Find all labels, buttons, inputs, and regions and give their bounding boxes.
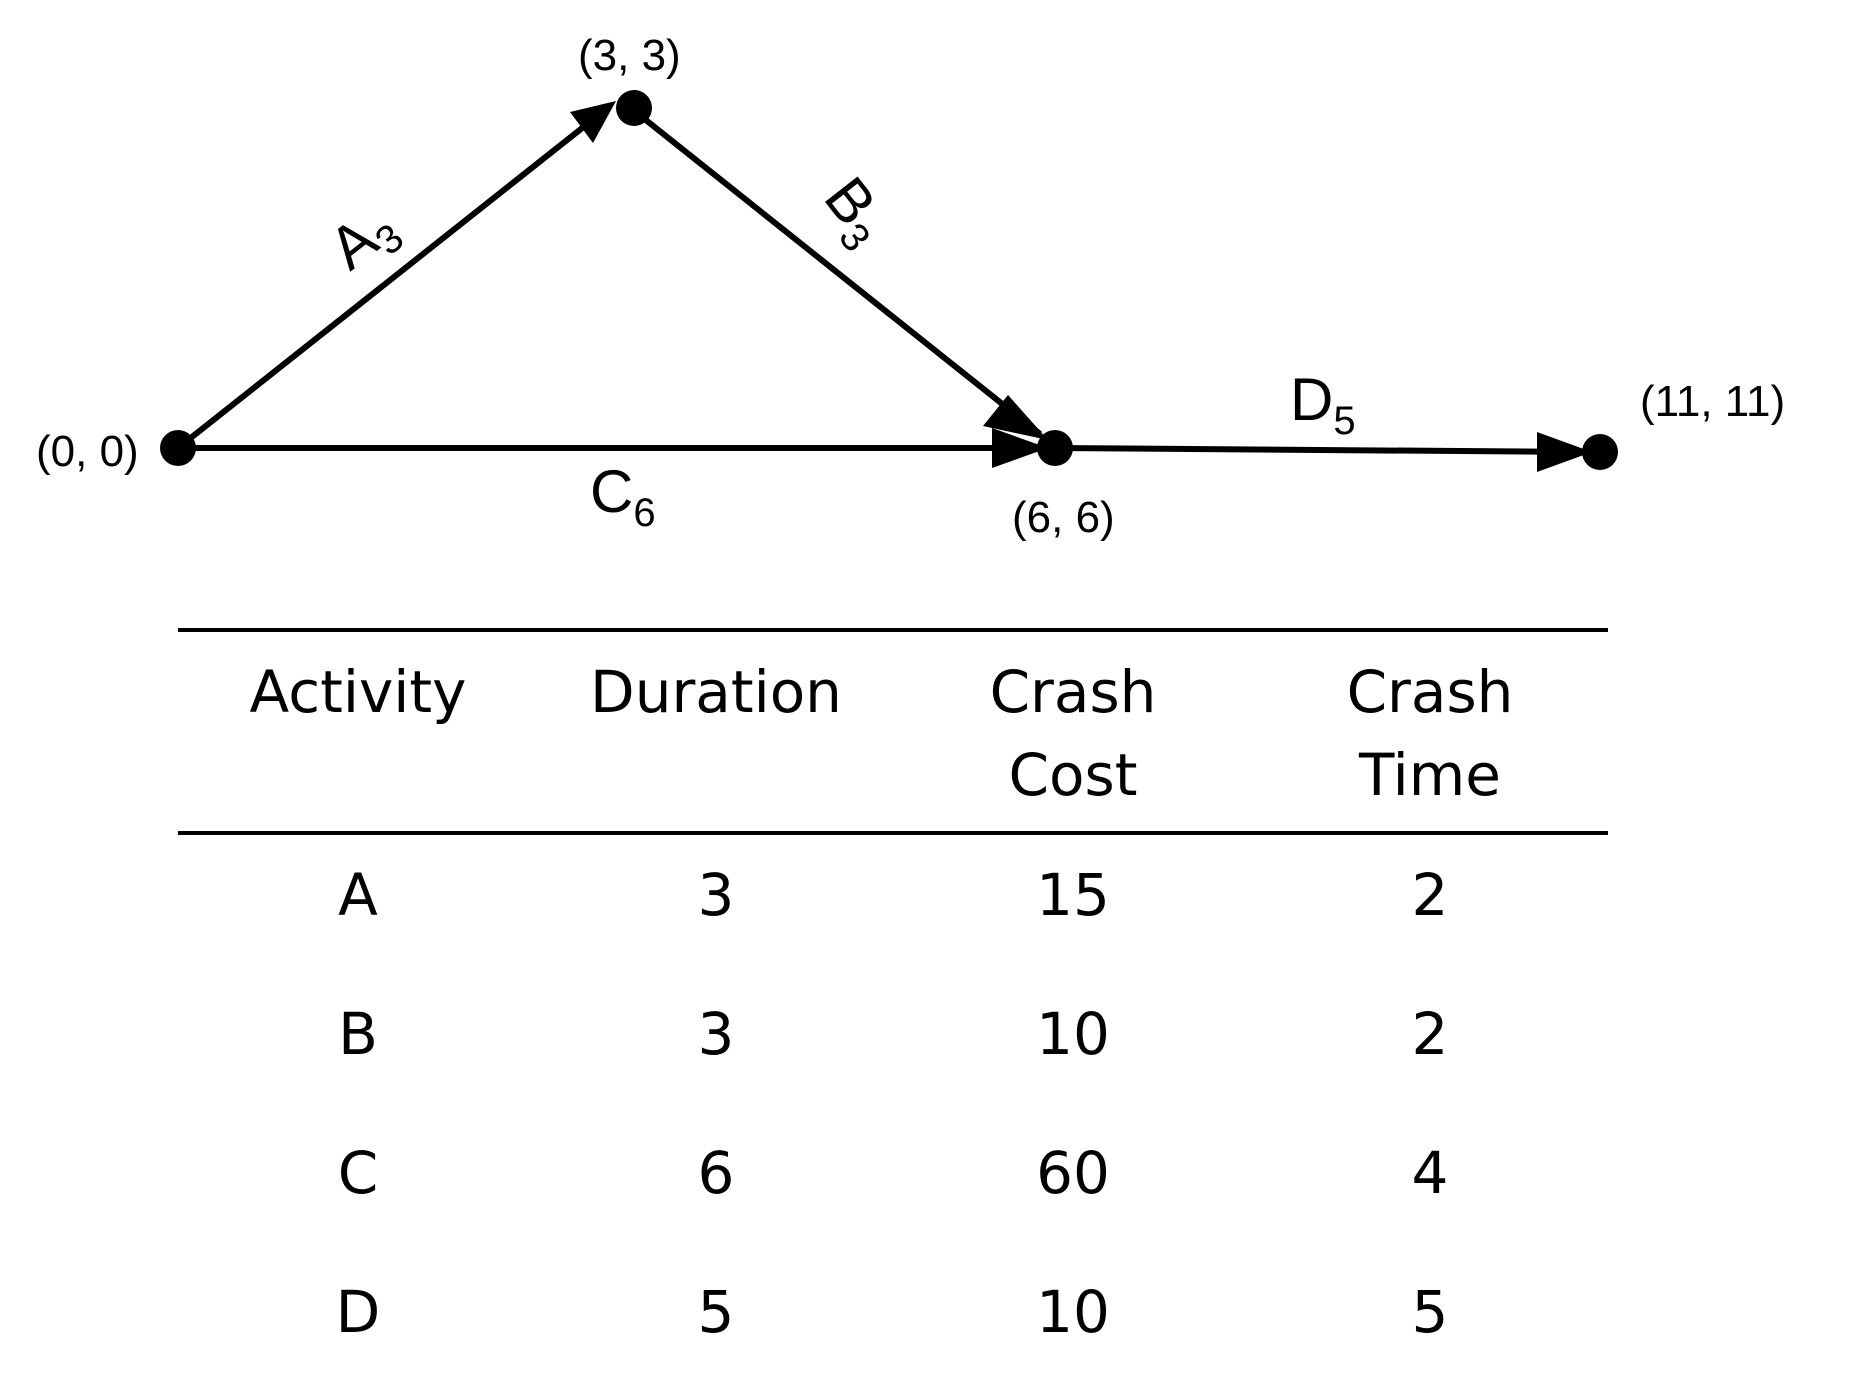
cell-activity: D: [336, 1278, 381, 1346]
header-crash-cost-line1: Crash: [990, 658, 1157, 726]
edge-d-arrow: [1054, 445, 1591, 455]
cell-duration: 6: [698, 1139, 735, 1207]
cell-duration: 5: [698, 1278, 735, 1346]
cell-duration: 3: [698, 1000, 735, 1068]
edges: [176, 101, 1592, 472]
node-circle-3-3: [616, 90, 652, 126]
table-header: Activity Duration Crash Cost Crash Time: [250, 658, 1514, 809]
node-label-6-6: (6, 6): [1012, 493, 1115, 542]
table-row: D 5 10 5: [336, 1278, 1449, 1346]
cell-crash-time: 4: [1412, 1139, 1449, 1207]
cell-crash-cost: 60: [1036, 1139, 1110, 1207]
edge-label-c: C6: [590, 458, 656, 535]
node-circle-6-6: [1037, 430, 1073, 466]
node-labels: (0, 0) (3, 3) (6, 6) (11, 11): [36, 31, 1785, 542]
edge-c-letter: C: [590, 458, 633, 525]
table-row: A 3 15 2: [338, 861, 1448, 929]
cell-activity: C: [338, 1139, 379, 1207]
header-crash-cost-line2: Cost: [1009, 741, 1138, 809]
cell-duration: 3: [698, 861, 735, 929]
table-body: A 3 15 2 B 3 10 2 C 6 60 4 D 5 10 5: [336, 861, 1449, 1346]
table-row: B 3 10 2: [338, 1000, 1448, 1068]
edge-d-subscript: 5: [1333, 399, 1355, 443]
edge-b-arrow: [630, 106, 1042, 437]
header-activity: Activity: [250, 658, 467, 726]
edge-label-d: D5: [1290, 366, 1356, 443]
header-crash-time-line2: Time: [1358, 741, 1501, 809]
cell-activity: A: [338, 861, 378, 929]
cell-crash-cost: 10: [1036, 1000, 1110, 1068]
node-circle-11-11: [1582, 434, 1618, 470]
cell-crash-time: 2: [1412, 861, 1449, 929]
edge-label-b: B3: [805, 165, 902, 260]
edge-d-letter: D: [1290, 366, 1333, 433]
edge-d-arrowhead: [1537, 432, 1592, 472]
table-row: C 6 60 4: [338, 1139, 1449, 1207]
node-label-3-3: (3, 3): [578, 31, 681, 80]
node-circle-0-0: [160, 430, 196, 466]
cell-crash-cost: 10: [1036, 1278, 1110, 1346]
cell-crash-time: 2: [1412, 1000, 1449, 1068]
cell-crash-cost: 15: [1036, 861, 1110, 929]
edge-labels: A3 B3 C6 D5: [317, 165, 1356, 535]
cell-activity: B: [338, 1000, 378, 1068]
activity-table: Activity Duration Crash Cost Crash Time …: [178, 628, 1608, 1346]
edge-c-subscript: 6: [633, 491, 655, 535]
edge-a-arrow: [176, 103, 612, 451]
node-label-0-0: (0, 0): [36, 427, 139, 476]
edge-c-arrowhead: [992, 428, 1048, 468]
nodes: [160, 90, 1618, 470]
header-duration: Duration: [590, 658, 842, 726]
node-label-11-11: (11, 11): [1640, 377, 1785, 426]
edge-b-arrowhead: [983, 395, 1048, 440]
edge-a-arrowhead: [570, 101, 616, 143]
cell-crash-time: 5: [1412, 1278, 1449, 1346]
header-crash-time-line1: Crash: [1347, 658, 1514, 726]
